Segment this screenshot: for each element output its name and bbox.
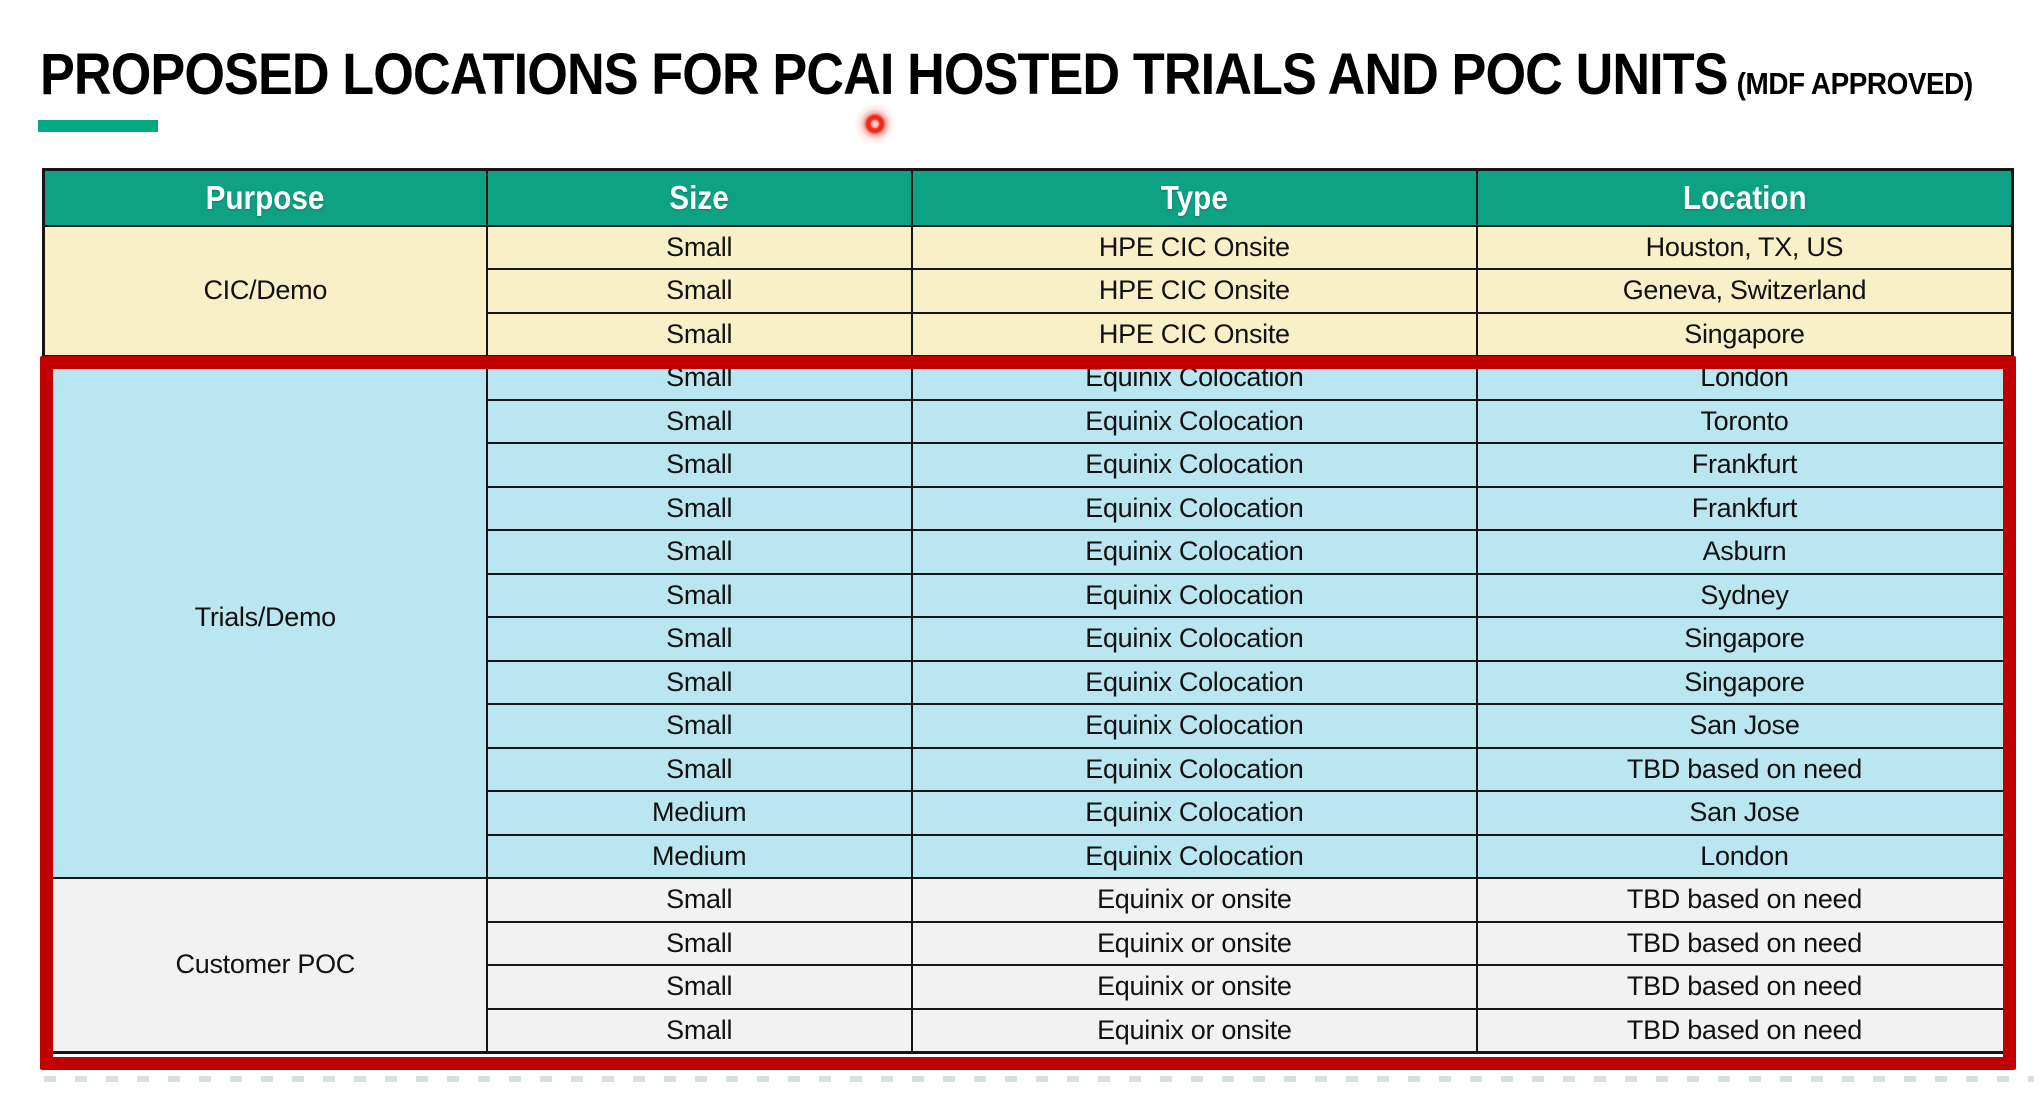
cell-purpose: Customer POC <box>42 877 488 1053</box>
cell-type: Equinix Colocation <box>910 572 1478 618</box>
table-row: Medium Equinix Colocation San Jose <box>44 790 2014 836</box>
cell-size: Small <box>485 572 913 618</box>
locations-table: Purpose Size Type Location CIC/Demo Small HPE… <box>42 168 2014 1054</box>
cell-type: Equinix or onsite <box>910 920 1478 966</box>
cell-type: Equinix Colocation <box>910 355 1478 401</box>
table-row: Medium Equinix Colocation London <box>44 833 2014 879</box>
page-title-suffix: (MDF APPROVED) <box>1736 66 1973 101</box>
laser-pointer-icon <box>853 102 897 146</box>
column-header-label: Location <box>1682 178 1807 216</box>
cell-type: Equinix Colocation <box>910 485 1478 531</box>
cell-type: Equinix Colocation <box>910 616 1478 662</box>
cell-location: Singapore <box>1475 616 2014 662</box>
cell-size: Small <box>485 659 913 705</box>
cell-location: Asburn <box>1475 529 2014 575</box>
table-row: Small Equinix or onsite TBD based on need <box>44 964 2014 1010</box>
table-row: Small Equinix Colocation Toronto <box>44 398 2014 444</box>
page-title: PROPOSED LOCATIONS FOR PCAI HOSTED TRIAL… <box>40 46 1973 104</box>
cell-type: Equinix or onsite <box>910 1007 1478 1053</box>
table-row: Small Equinix or onsite TBD based on need <box>44 920 2014 966</box>
cell-type: Equinix Colocation <box>910 529 1478 575</box>
cell-type: HPE CIC Onsite <box>910 268 1478 314</box>
table-row: Trials/Demo Small Equinix Colocation London <box>42 355 2014 879</box>
table-row: Small HPE CIC Onsite Geneva, Switzerland <box>44 268 2014 314</box>
cell-location: Frankfurt <box>1475 442 2014 488</box>
cell-type: Equinix Colocation <box>910 746 1478 792</box>
cell-location: TBD based on need <box>1475 877 2014 923</box>
title-accent-bar <box>38 120 158 132</box>
cell-location: Frankfurt <box>1475 485 2014 531</box>
cell-type: Equinix Colocation <box>910 442 1478 488</box>
cell-size: Small <box>485 1007 913 1053</box>
table-row: Small HPE CIC Onsite Singapore <box>44 311 2014 357</box>
bottom-dashed-line <box>44 1076 2034 1082</box>
cell-type: Equinix or onsite <box>910 964 1478 1010</box>
cell-size: Small <box>485 268 913 314</box>
column-header-label: Purpose <box>205 178 325 216</box>
table-row: Small Equinix Colocation Sydney <box>44 572 2014 618</box>
cell-size: Small <box>485 529 913 575</box>
cell-location: Singapore <box>1475 311 2014 357</box>
column-header-label: Size <box>669 178 729 216</box>
cell-size: Small <box>485 485 913 531</box>
cell-location: San Jose <box>1475 703 2014 749</box>
table-row: Small Equinix Colocation Frankfurt <box>44 442 2014 488</box>
table-row: Small Equinix Colocation Singapore <box>44 616 2014 662</box>
table-row: Small Equinix Colocation San Jose <box>44 703 2014 749</box>
table-header-row: Purpose Size Type Location <box>42 168 2014 227</box>
page-title-text: PROPOSED LOCATIONS FOR PCAI HOSTED TRIAL… <box>40 42 1729 107</box>
cell-location: Toronto <box>1475 398 2014 444</box>
column-header-purpose: Purpose <box>42 168 488 227</box>
cell-size: Small <box>485 311 913 357</box>
cell-type: Equinix Colocation <box>910 398 1478 444</box>
cell-size: Small <box>485 703 913 749</box>
cell-size: Small <box>485 616 913 662</box>
cell-size: Small <box>485 877 913 923</box>
column-header-location: Location <box>1475 168 2014 227</box>
table-row: Small Equinix Colocation Frankfurt <box>44 485 2014 531</box>
cell-size: Small <box>485 224 913 270</box>
table-row: Small Equinix Colocation Singapore <box>44 659 2014 705</box>
cell-type: Equinix Colocation <box>910 703 1478 749</box>
cell-size: Small <box>485 920 913 966</box>
cell-location: TBD based on need <box>1475 746 2014 792</box>
table-body: CIC/Demo Small HPE CIC Onsite Houston, TX, … <box>42 224 2014 1053</box>
cell-size: Small <box>485 442 913 488</box>
cell-location: Sydney <box>1475 572 2014 618</box>
cell-type: Equinix Colocation <box>910 833 1478 879</box>
cell-location: TBD based on need <box>1475 964 2014 1010</box>
cell-type: HPE CIC Onsite <box>910 224 1478 270</box>
cell-location: London <box>1475 833 2014 879</box>
cell-location: Geneva, Switzerland <box>1475 268 2014 314</box>
cell-location: San Jose <box>1475 790 2014 836</box>
table-row: Customer POC Small Equinix or onsite TBD ba… <box>42 877 2014 1053</box>
table-row: CIC/Demo Small HPE CIC Onsite Houston, TX, … <box>42 224 2014 357</box>
cell-purpose: Trials/Demo <box>42 355 488 879</box>
cell-size: Small <box>485 746 913 792</box>
cell-location: TBD based on need <box>1475 920 2014 966</box>
cell-location: TBD based on need <box>1475 1007 2014 1053</box>
cell-size: Small <box>485 964 913 1010</box>
cell-type: Equinix Colocation <box>910 659 1478 705</box>
column-header-label: Type <box>1160 178 1228 216</box>
table-row: Small Equinix or onsite TBD based on need <box>44 1007 2014 1053</box>
cell-location: London <box>1475 355 2014 401</box>
column-header-type: Type <box>910 168 1478 227</box>
cell-size: Medium <box>485 790 913 836</box>
cell-size: Medium <box>485 833 913 879</box>
table-row: Small Equinix Colocation TBD based on need <box>44 746 2014 792</box>
column-header-size: Size <box>485 168 913 227</box>
cell-size: Small <box>485 398 913 444</box>
cell-type: HPE CIC Onsite <box>910 311 1478 357</box>
cell-size: Small <box>485 355 913 401</box>
cell-type: Equinix Colocation <box>910 790 1478 836</box>
cell-location: Houston, TX, US <box>1475 224 2014 270</box>
table-row: Small Equinix Colocation Asburn <box>44 529 2014 575</box>
cell-location: Singapore <box>1475 659 2014 705</box>
cell-purpose: CIC/Demo <box>42 224 488 357</box>
cell-type: Equinix or onsite <box>910 877 1478 923</box>
